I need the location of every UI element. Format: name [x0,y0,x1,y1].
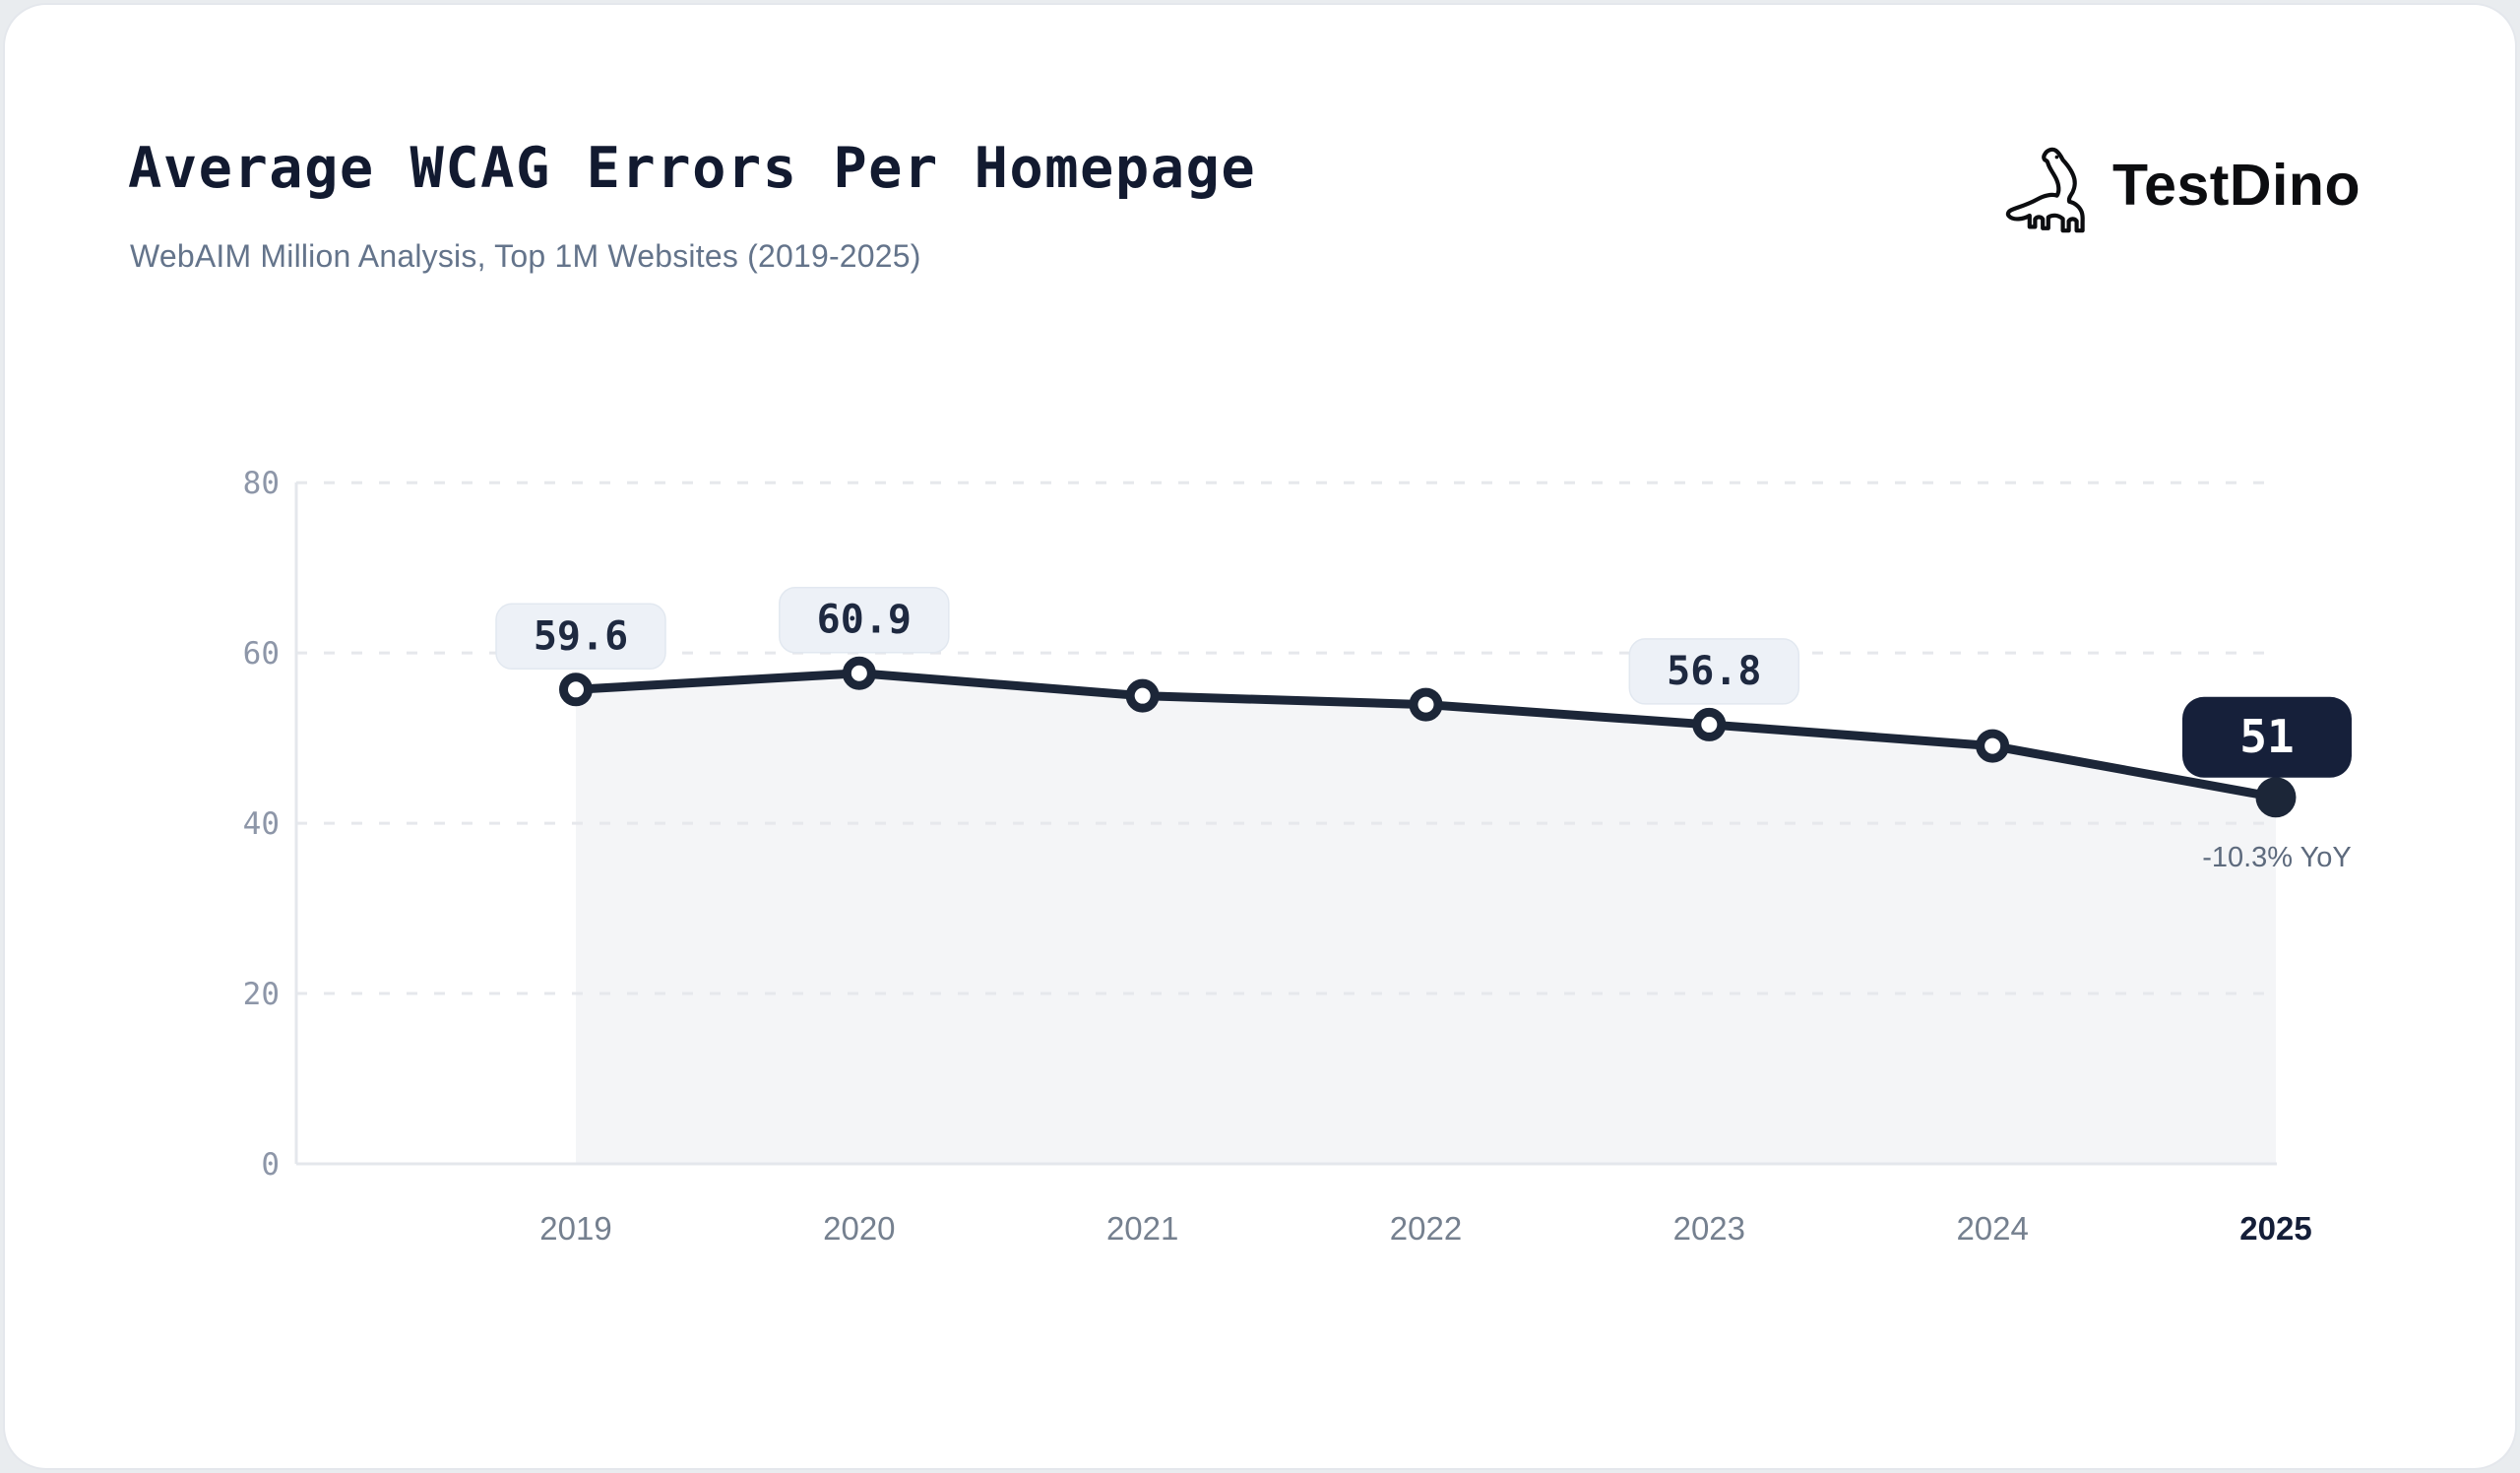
data-point-2020 [842,656,876,690]
data-point-2024 [1976,729,2010,763]
value-badge-light [495,603,666,671]
yoy-annotation: -10.3% YoY [2202,842,2352,873]
dinosaur-icon [2005,147,2085,233]
brand-logo: TestDino [2000,132,2361,238]
value-label-2019: 59.6 [534,613,628,659]
value-label-2020: 60.9 [817,598,912,643]
page-title: Average WCAG Errors Per Homepage [128,136,1257,201]
brand-name: TestDino [2112,153,2362,218]
value-badge-light [779,586,950,654]
y-axis-tick-40: 40 [243,806,280,842]
x-axis-label-2020: 2020 [823,1210,895,1247]
x-axis-label-2019: 2019 [539,1210,611,1247]
value-label-2023: 56.8 [1667,649,1761,694]
x-axis-label-2025: 2025 [2239,1210,2311,1247]
data-point-2022 [1409,687,1443,722]
value-badge-light [1628,638,1800,705]
data-point-2021 [1125,678,1160,713]
series-area-fill [576,672,2276,1164]
x-axis-label-2021: 2021 [1106,1210,1178,1247]
y-axis-tick-80: 80 [243,466,280,501]
y-axis-tick-0: 0 [261,1147,280,1183]
x-axis-label-2022: 2022 [1390,1210,1462,1247]
x-axis-label-2024: 2024 [1956,1210,2028,1247]
data-point-2025 [2255,777,2297,818]
page-subtitle: WebAIM Million Analysis, Top 1M Websites… [130,238,921,274]
value-label-2025: 51 [2239,710,2294,763]
x-axis-label-2023: 2023 [1673,1210,1745,1247]
y-axis-tick-60: 60 [243,636,280,672]
data-point-2023 [1692,707,1727,741]
data-point-2019 [559,672,593,707]
value-badge-dark [2181,696,2352,778]
y-axis-tick-20: 20 [243,977,280,1012]
